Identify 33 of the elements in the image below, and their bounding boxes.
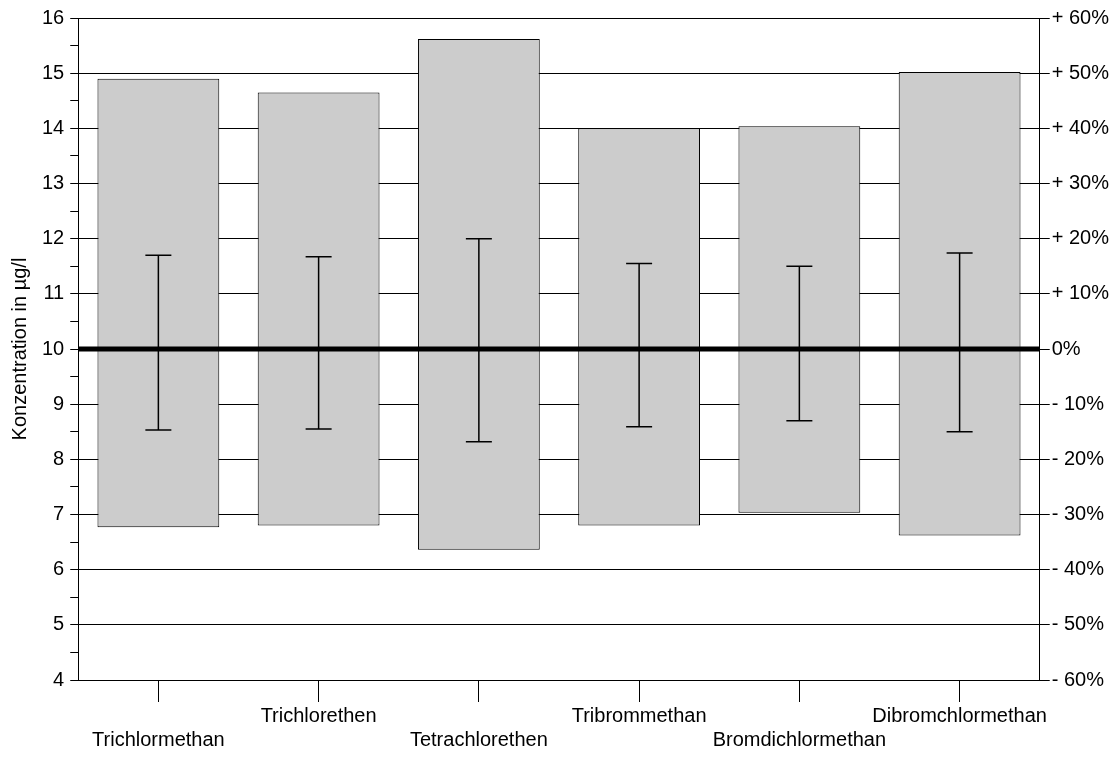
y-tick-label: 8 [53, 446, 65, 469]
x-tick-label: Bromdichlormethan [712, 727, 887, 750]
y2-tick-label: + 40% [1051, 115, 1110, 138]
y2-tick-label: - 20% [1051, 446, 1105, 469]
y2-tick-label: - 30% [1051, 502, 1105, 525]
y-tick-label: 11 [43, 281, 65, 304]
y-tick-label: 14 [42, 115, 65, 138]
y2-tick-label: + 30% [1051, 171, 1110, 194]
y-tick-label: 12 [42, 226, 65, 249]
y2-tick-label: 0% [1051, 336, 1081, 359]
y-tick-label: 5 [53, 612, 65, 635]
y-tick-label: 7 [53, 502, 65, 525]
x-tick-label: Trichlorethen [260, 703, 377, 726]
x-tick-label: Trichlormethan [92, 727, 225, 750]
y-tick-label: 4 [53, 667, 65, 690]
x-tick-label: Tribrommethan [571, 703, 707, 726]
y2-tick-label: - 60% [1051, 667, 1105, 690]
y-tick-label: 16 [42, 5, 65, 28]
y2-tick-label: + 10% [1051, 281, 1110, 304]
x-tick-label: Tetrachlorethen [409, 727, 548, 750]
y2-tick-label: - 10% [1051, 391, 1105, 414]
x-tick-label: Dibromchlormethan [872, 703, 1047, 726]
y2-tick-label: - 50% [1051, 612, 1105, 635]
y-tick-label: 15 [42, 60, 65, 83]
y2-tick-label: + 60% [1051, 5, 1110, 28]
y2-tick-label: + 20% [1051, 226, 1110, 249]
y-tick-label: 10 [42, 336, 65, 359]
y-tick-label: 6 [53, 557, 65, 580]
y2-tick-label: - 40% [1051, 557, 1105, 580]
y-tick-label: 9 [53, 391, 65, 414]
y2-tick-label: + 50% [1051, 60, 1110, 83]
y-axis-title: Konzentration in µg/l [7, 257, 30, 441]
y-tick-label: 13 [42, 171, 65, 194]
